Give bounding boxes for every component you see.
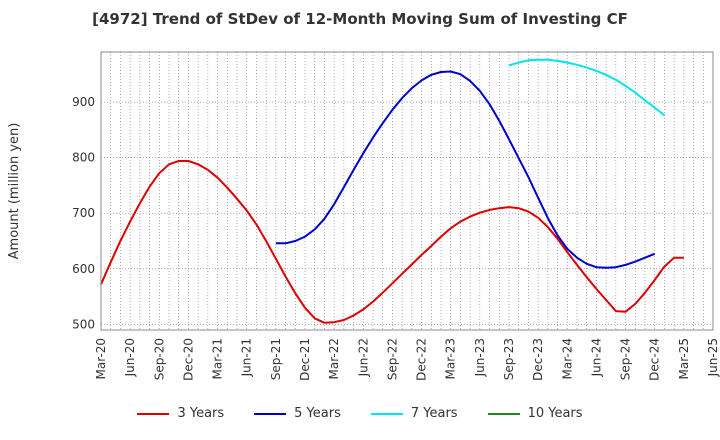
y-tick-label: 500 (72, 317, 95, 331)
legend-item-7-years: 7 Years (370, 406, 458, 421)
series-line-7-years (508, 58, 666, 117)
x-tick-label: Jun-24 (589, 338, 603, 377)
legend-label-7-years: 7 Years (410, 406, 458, 421)
x-tick-label: Jun-22 (356, 338, 370, 377)
series-line-5-years (275, 70, 656, 269)
y-tick-label: 800 (72, 151, 95, 165)
y-tick-label: 700 (72, 206, 95, 220)
x-tick-label: Mar-22 (327, 338, 341, 379)
legend-item-5-years: 5 Years (254, 406, 341, 421)
x-tick-label: Jun-20 (123, 338, 137, 377)
y-tick-label: 900 (72, 95, 95, 109)
x-tick-label: Jun-25 (706, 338, 720, 377)
x-tick-label: Sep-24 (619, 338, 633, 380)
chart-title: [4972] Trend of StDev of 12-Month Moving… (92, 10, 628, 28)
series-line-3-years (100, 160, 684, 324)
legend-swatch-10-years (487, 412, 520, 415)
series-layer (100, 58, 684, 324)
x-tick-label: Mar-24 (560, 338, 574, 379)
x-tick-labels: Mar-20 Jun-20 Sep-20 Dec-20 Mar-21 Jun-21 Sep-… (94, 338, 720, 381)
x-tick-label: Sep-20 (152, 338, 166, 380)
x-tick-label: Mar-23 (444, 338, 458, 379)
x-tick-label: Dec-23 (531, 338, 545, 381)
x-tick-label: Dec-24 (648, 338, 662, 381)
y-tick-labels: 500 600 700 800 900 (72, 95, 95, 331)
legend-label-3-years: 3 Years (177, 406, 225, 421)
x-tick-label: Dec-21 (298, 338, 312, 381)
x-tick-label: Dec-22 (415, 338, 429, 381)
grid-layer (101, 52, 713, 330)
x-tick-label: Sep-23 (502, 338, 516, 380)
x-tick-label: Dec-20 (181, 338, 195, 381)
legend-item-10-years: 10 Years (487, 406, 583, 421)
y-axis-title: Amount (million yen) (7, 123, 22, 260)
x-tick-label: Jun-21 (240, 338, 254, 377)
y-tick-label: 600 (72, 262, 95, 276)
x-tick-label: Jun-23 (473, 338, 487, 377)
legend-label-10-years: 10 Years (527, 406, 583, 421)
plot-frame (100, 51, 714, 331)
legend: 3 Years 5 Years 7 Years 10 Years (0, 406, 720, 421)
x-tick-label: Mar-21 (211, 338, 225, 379)
x-tick-label: Sep-21 (269, 338, 283, 380)
legend-swatch-7-years (370, 412, 403, 415)
x-tick-label: Mar-25 (677, 338, 691, 379)
x-tick-label: Sep-22 (385, 338, 399, 380)
legend-swatch-5-years (254, 412, 287, 415)
x-tick-label: Mar-20 (94, 338, 108, 379)
legend-swatch-3-years (137, 412, 170, 415)
legend-item-3-years: 3 Years (137, 406, 224, 421)
legend-label-5-years: 5 Years (294, 406, 341, 421)
